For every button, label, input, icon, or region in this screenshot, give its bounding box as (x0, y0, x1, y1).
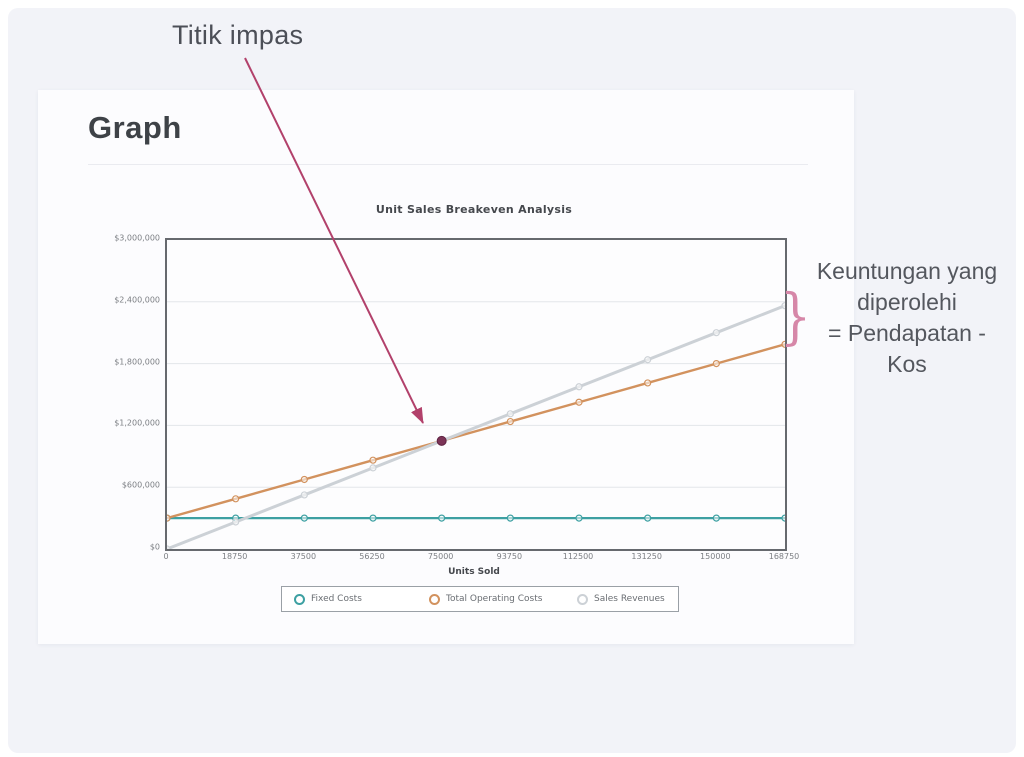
y-tick-label: $2,400,000 (114, 295, 160, 305)
legend-item: Sales Revenues (577, 593, 665, 605)
legend-marker-icon (429, 593, 440, 605)
x-tick-label: 131250 (631, 552, 662, 561)
plot-area (165, 238, 787, 551)
series-marker-total-operating-costs (712, 359, 720, 368)
y-tick-label: $1,800,000 (114, 357, 160, 367)
profit-brace-icon: } (779, 280, 812, 352)
x-tick-label: 168750 (768, 552, 800, 561)
legend: Fixed Costs Total Operating Costs Sales Re… (281, 586, 679, 612)
series-marker-sales-revenues (781, 302, 785, 310)
x-tick-label: 150000 (700, 552, 731, 561)
series-line-total-operating-costs (167, 343, 785, 520)
series-marker-fixed-costs (644, 514, 652, 522)
x-tick-label: 56250 (359, 552, 385, 561)
series-marker-fixed-costs (300, 514, 308, 522)
plot-svg (167, 301, 785, 549)
chart-title: Unit Sales Breakeven Analysis (375, 203, 573, 216)
legend-marker-icon (577, 593, 588, 605)
profit-note-line: = Pendapatan - (828, 320, 986, 346)
x-tick-label: 18750 (221, 552, 248, 561)
y-axis-labels: $0 $600,000 $1,200,000 $1,800,000 $2,400,000… (60, 234, 160, 552)
y-tick-label: $600,000 (121, 480, 160, 490)
page-title: Graph (88, 110, 182, 145)
title-divider (88, 164, 808, 165)
profit-note-line: Kos (887, 351, 927, 377)
series-marker-fixed-costs (712, 514, 720, 522)
x-tick-label: 75000 (427, 552, 454, 561)
legend-label: Sales Revenues (594, 594, 665, 604)
series-marker-total-operating-costs (300, 475, 308, 484)
profit-note: Keuntungan yang diperolehi = Pendapatan … (793, 256, 1021, 380)
breakeven-point-marker (436, 435, 447, 446)
series-marker-total-operating-costs (644, 379, 652, 387)
breakeven-annotation-label: Titik impas (172, 20, 304, 50)
legend-marker-icon (294, 593, 305, 605)
series-marker-sales-revenues (712, 329, 720, 337)
series-marker-fixed-costs (575, 514, 583, 522)
x-tick-label: 0 (163, 552, 169, 561)
y-tick-label: $1,200,000 (114, 418, 160, 428)
series-marker-sales-revenues (575, 383, 583, 391)
profit-note-line: Keuntungan yang (816, 258, 998, 284)
legend-label: Fixed Costs (311, 594, 362, 604)
series-marker-total-operating-costs (232, 495, 240, 503)
series-marker-sales-revenues (300, 491, 308, 499)
legend-item: Fixed Costs (294, 593, 429, 605)
x-tick-label: 37500 (290, 552, 317, 561)
series-marker-sales-revenues (369, 464, 377, 472)
series-marker-sales-revenues (506, 410, 514, 418)
x-axis-labels: 0 18750 37500 56250 75000 93750 112500 131250 15… (163, 552, 799, 564)
series-marker-total-operating-costs (781, 340, 785, 348)
series-marker-sales-revenues (167, 545, 171, 549)
series-marker-total-operating-costs (575, 398, 583, 406)
series-marker-fixed-costs (506, 514, 514, 522)
x-tick-label: 112500 (562, 552, 594, 561)
series-marker-fixed-costs (781, 514, 785, 522)
series-marker-sales-revenues (644, 356, 652, 364)
series-marker-fixed-costs (438, 514, 446, 522)
profit-note-line: diperolehi (857, 289, 957, 315)
x-tick-label: 93750 (496, 552, 523, 561)
y-tick-label: $3,000,000 (114, 233, 160, 243)
legend-item: Total Operating Costs (429, 593, 577, 605)
series-marker-total-operating-costs (167, 514, 171, 522)
series-line-sales-revenues (167, 304, 785, 549)
series-marker-total-operating-costs (369, 456, 377, 464)
series-marker-fixed-costs (369, 514, 377, 522)
y-tick-label: $0 (149, 542, 160, 552)
legend-label: Total Operating Costs (446, 594, 543, 604)
series-marker-total-operating-costs (506, 417, 514, 426)
series-marker-sales-revenues (232, 518, 240, 526)
x-axis-title: Units Sold (448, 567, 500, 577)
